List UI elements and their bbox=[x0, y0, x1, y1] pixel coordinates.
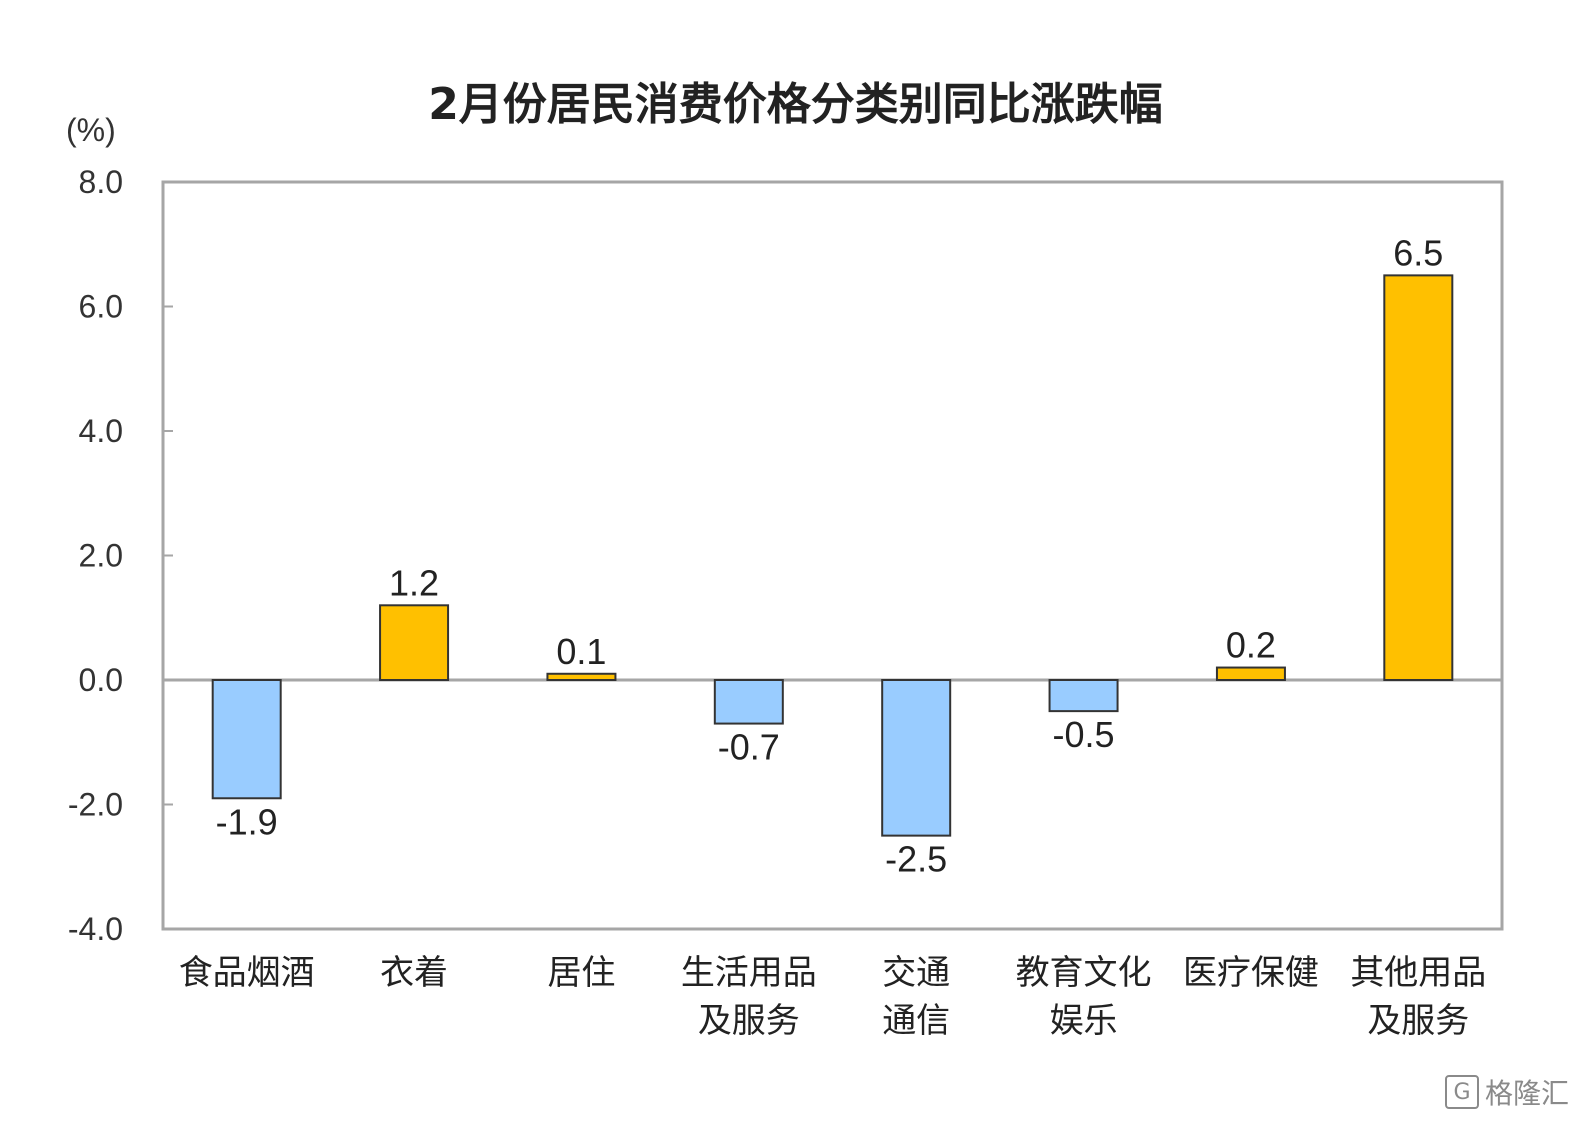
y-axis-unit: (%) bbox=[66, 112, 116, 148]
bar bbox=[211, 679, 282, 800]
bar-value-label: 0.1 bbox=[556, 631, 606, 672]
x-category-label: 及服务 bbox=[698, 1002, 800, 1040]
bar-value-label: -1.9 bbox=[216, 801, 278, 842]
y-tick-label: 2.0 bbox=[79, 538, 123, 574]
bar-value-label: -0.5 bbox=[1053, 714, 1115, 755]
x-category-label: 生活用品 bbox=[681, 954, 817, 992]
bar bbox=[546, 672, 617, 682]
bar-value-label: -0.7 bbox=[718, 727, 780, 768]
x-category-label: 娱乐 bbox=[1050, 1002, 1118, 1040]
x-category-label: 食品烟酒 bbox=[179, 954, 315, 992]
x-category-label: 通信 bbox=[882, 1002, 950, 1040]
x-category-label: 其他用品 bbox=[1350, 954, 1486, 992]
watermark: G 格隆汇 bbox=[1444, 1072, 1569, 1112]
bar bbox=[379, 604, 450, 681]
y-tick-label: -4.0 bbox=[68, 911, 123, 947]
x-category-label: 医疗保健 bbox=[1183, 954, 1319, 992]
bar-value-label: -2.5 bbox=[885, 839, 947, 880]
x-category-label: 及服务 bbox=[1367, 1002, 1469, 1040]
bar bbox=[713, 679, 784, 725]
x-category-label: 衣着 bbox=[380, 954, 448, 992]
bar bbox=[881, 679, 952, 837]
y-tick-label: 0.0 bbox=[79, 662, 123, 698]
x-category-label: 居住 bbox=[547, 954, 615, 992]
y-tick-label: 4.0 bbox=[79, 413, 123, 449]
bar bbox=[1215, 666, 1286, 681]
plot-frame bbox=[161, 180, 1504, 931]
x-category-label: 交通 bbox=[882, 954, 950, 992]
bar-value-label: 0.2 bbox=[1226, 625, 1276, 666]
bar bbox=[1048, 679, 1119, 713]
x-category-label: 教育文化 bbox=[1016, 954, 1152, 992]
watermark-text: 格隆汇 bbox=[1484, 1077, 1569, 1110]
bar-value-label: 1.2 bbox=[389, 562, 439, 603]
chart-title: 2月份居民消费价格分类别同比涨跌幅 bbox=[428, 79, 1163, 130]
bar-value-label: 6.5 bbox=[1393, 232, 1443, 273]
y-tick-label: 8.0 bbox=[79, 164, 123, 200]
watermark-logo-icon: G bbox=[1444, 1075, 1479, 1109]
y-tick-label: 6.0 bbox=[79, 289, 123, 325]
bar bbox=[1383, 274, 1454, 681]
y-tick-label: -2.0 bbox=[68, 787, 123, 823]
